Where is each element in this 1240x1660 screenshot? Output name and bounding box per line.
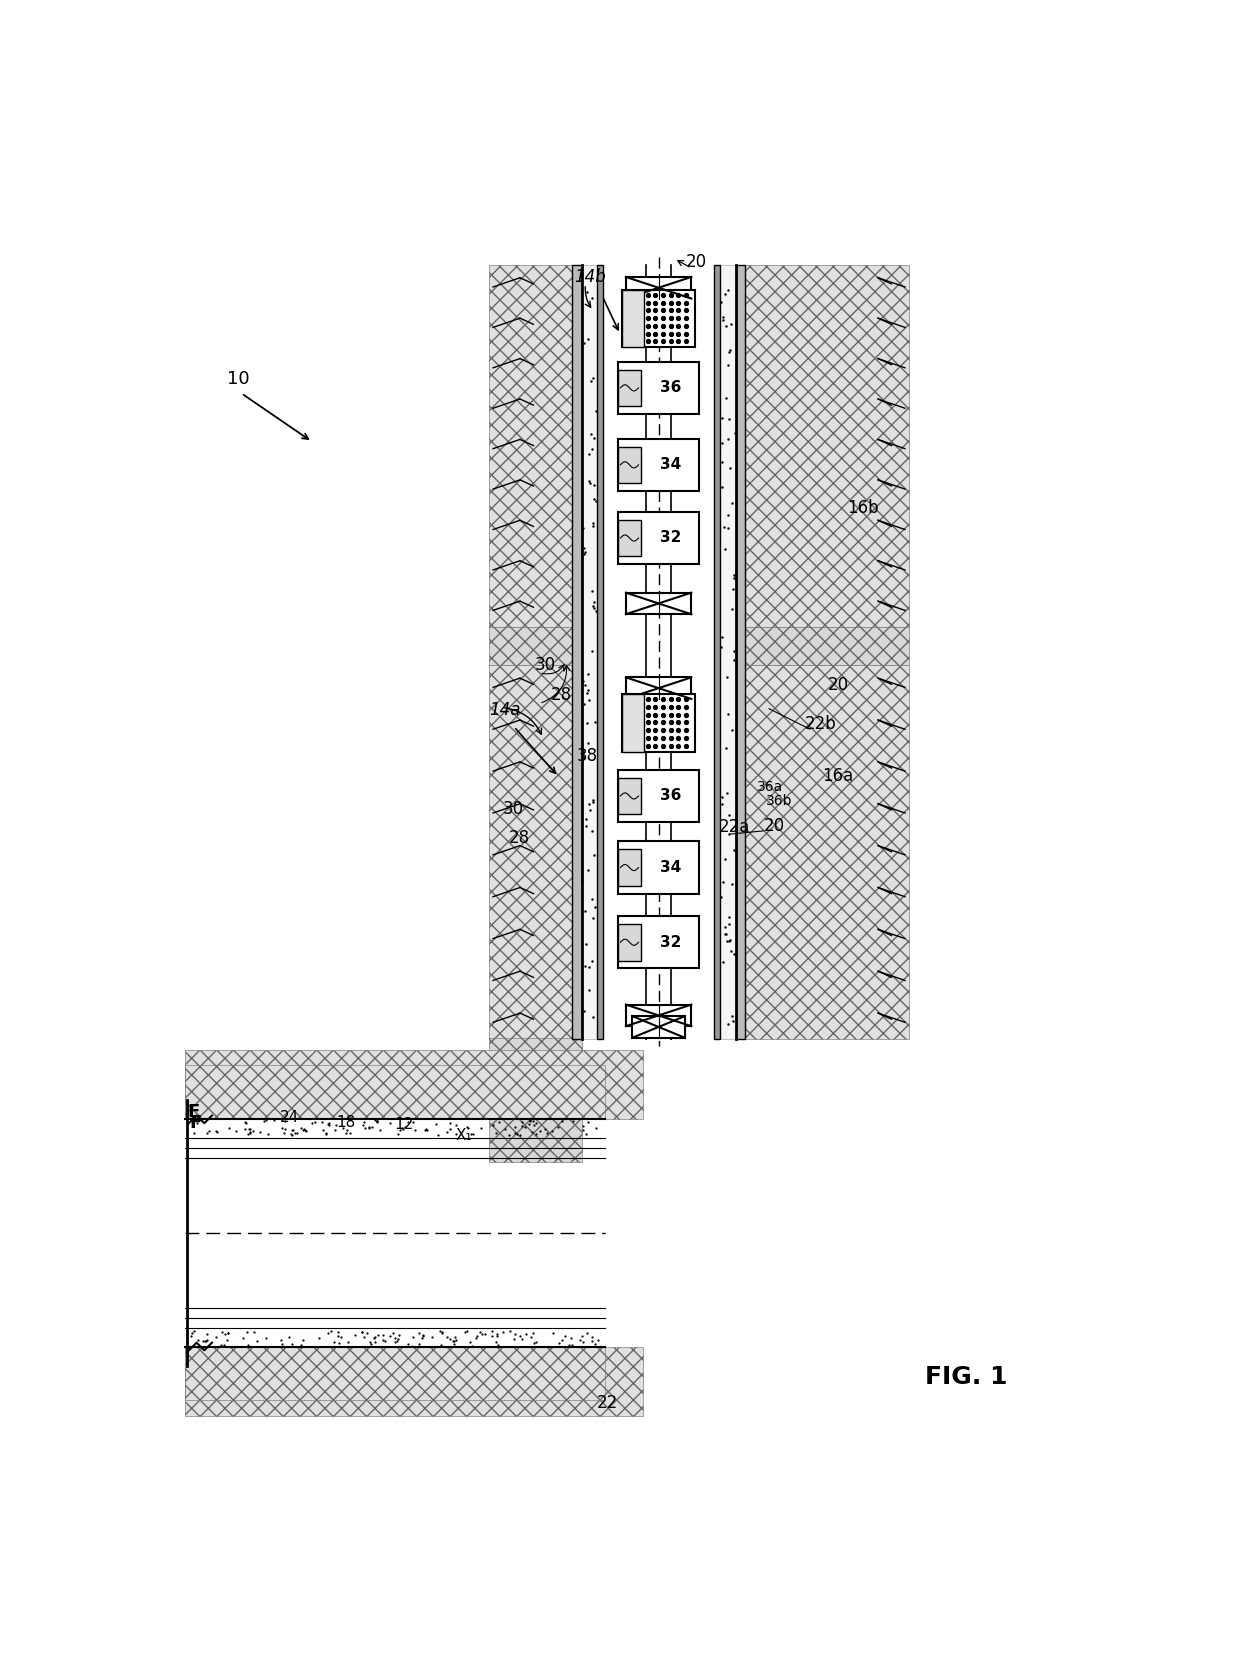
Text: 22b: 22b <box>805 715 837 734</box>
Text: X₁: X₁ <box>455 1129 472 1144</box>
Text: 34: 34 <box>660 860 681 875</box>
Bar <box>626 1004 692 1026</box>
Text: FIG. 1: FIG. 1 <box>925 1365 1008 1389</box>
Bar <box>739 666 909 1039</box>
Text: 20: 20 <box>686 252 707 271</box>
Text: 36: 36 <box>660 380 682 395</box>
Bar <box>185 1346 605 1401</box>
Bar <box>619 438 699 491</box>
Bar <box>185 1346 644 1416</box>
Bar <box>622 694 696 752</box>
Text: 30: 30 <box>534 656 556 674</box>
Text: 28: 28 <box>510 828 531 847</box>
Bar <box>626 593 692 614</box>
Bar <box>573 264 582 1039</box>
Bar <box>632 1016 684 1038</box>
Bar <box>619 925 641 961</box>
Text: 12: 12 <box>394 1117 414 1132</box>
Bar <box>739 264 909 626</box>
Bar <box>626 277 692 299</box>
Text: 32: 32 <box>660 935 682 950</box>
Bar <box>619 842 699 893</box>
Bar <box>619 447 641 483</box>
Text: 20: 20 <box>764 817 785 835</box>
Bar <box>596 264 603 1039</box>
Bar <box>739 626 909 666</box>
Bar <box>720 264 735 1039</box>
Text: 34: 34 <box>660 458 681 473</box>
Text: F: F <box>188 1114 201 1132</box>
Text: 10: 10 <box>227 370 250 388</box>
Bar <box>582 264 596 1039</box>
Text: 16a: 16a <box>822 767 853 785</box>
Text: 36a: 36a <box>758 780 784 793</box>
Text: 14a: 14a <box>490 701 521 719</box>
Text: 24: 24 <box>280 1109 299 1125</box>
Bar <box>185 1051 644 1119</box>
Bar <box>735 264 745 1039</box>
Bar <box>619 916 699 968</box>
Text: 14b: 14b <box>574 269 605 287</box>
Text: 18: 18 <box>337 1116 356 1130</box>
Text: 22: 22 <box>596 1394 619 1413</box>
Bar <box>619 370 641 407</box>
Bar <box>185 1066 605 1119</box>
Bar <box>714 264 720 1039</box>
Bar <box>619 777 641 815</box>
Bar <box>619 511 699 564</box>
Bar <box>622 694 644 752</box>
Bar <box>619 362 699 413</box>
Bar <box>622 290 696 347</box>
Text: 36b: 36b <box>766 793 792 808</box>
Text: 32: 32 <box>660 531 682 546</box>
Bar <box>619 850 641 886</box>
Bar <box>490 626 582 666</box>
Text: 16b: 16b <box>847 500 879 518</box>
Bar <box>626 677 692 699</box>
Text: F: F <box>187 1102 200 1120</box>
Text: 38: 38 <box>577 747 598 765</box>
Text: 20: 20 <box>828 677 849 694</box>
Bar <box>619 520 641 556</box>
Bar <box>490 1039 582 1162</box>
Text: 30: 30 <box>502 800 523 818</box>
Text: 28: 28 <box>551 686 572 704</box>
Text: 36: 36 <box>660 788 682 803</box>
Bar <box>619 770 699 822</box>
Text: 22a: 22a <box>719 818 750 837</box>
Bar <box>622 290 644 347</box>
Bar <box>490 264 582 626</box>
Bar <box>490 666 582 1039</box>
